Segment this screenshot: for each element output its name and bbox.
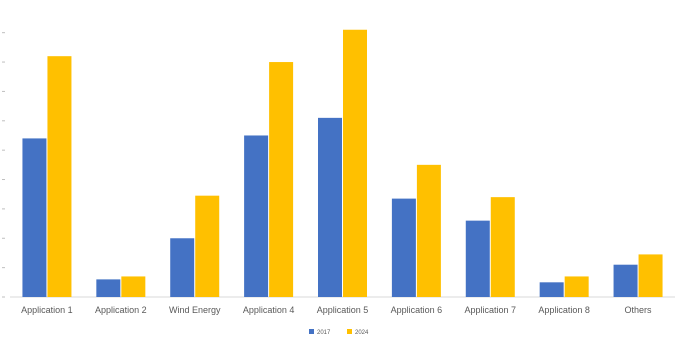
legend-swatch-2017	[309, 329, 314, 334]
x-axis-tick-labels: Application 1 Application 2 Wind Energy App…	[21, 305, 652, 315]
legend-label-2017: 2017	[317, 330, 331, 336]
bar-2017-7	[539, 282, 564, 297]
x-tick-label-5: Application 6	[391, 305, 443, 315]
bar-2024-7	[564, 276, 589, 297]
x-tick-label-2: Wind Energy	[169, 305, 221, 315]
bar-2024-6	[490, 197, 515, 297]
x-tick-label-4: Application 5	[317, 305, 369, 315]
bar-2024-5	[416, 164, 441, 297]
bar-2024-4	[343, 29, 367, 297]
bar-2024-2	[195, 195, 220, 297]
legend: 2017 2024	[309, 329, 369, 336]
bar-2017-8	[613, 264, 638, 297]
x-tick-label-3: Application 4	[243, 305, 295, 315]
x-tick-label-7: Application 8	[538, 305, 590, 315]
legend-swatch-2024	[347, 329, 352, 334]
bar-2024-8	[638, 254, 663, 297]
bar-2024-3	[269, 62, 294, 298]
legend-label-2024: 2024	[355, 330, 369, 336]
bar-2017-4	[318, 117, 342, 297]
y-axis-ticks	[2, 32, 5, 298]
bar-2017-0	[22, 138, 47, 297]
bar-2024-0	[47, 56, 72, 297]
bar-2017-1	[96, 279, 121, 297]
bar-2024-1	[121, 276, 146, 297]
bars	[22, 29, 663, 298]
x-tick-label-8: Others	[625, 305, 653, 315]
x-tick-label-1: Application 2	[95, 305, 147, 315]
x-tick-label-6: Application 7	[465, 305, 517, 315]
bar-2017-5	[391, 198, 416, 297]
x-tick-label-0: Application 1	[21, 305, 73, 315]
bar-2017-3	[244, 135, 269, 297]
bar-2017-6	[465, 220, 490, 297]
bar-2017-2	[170, 238, 195, 297]
